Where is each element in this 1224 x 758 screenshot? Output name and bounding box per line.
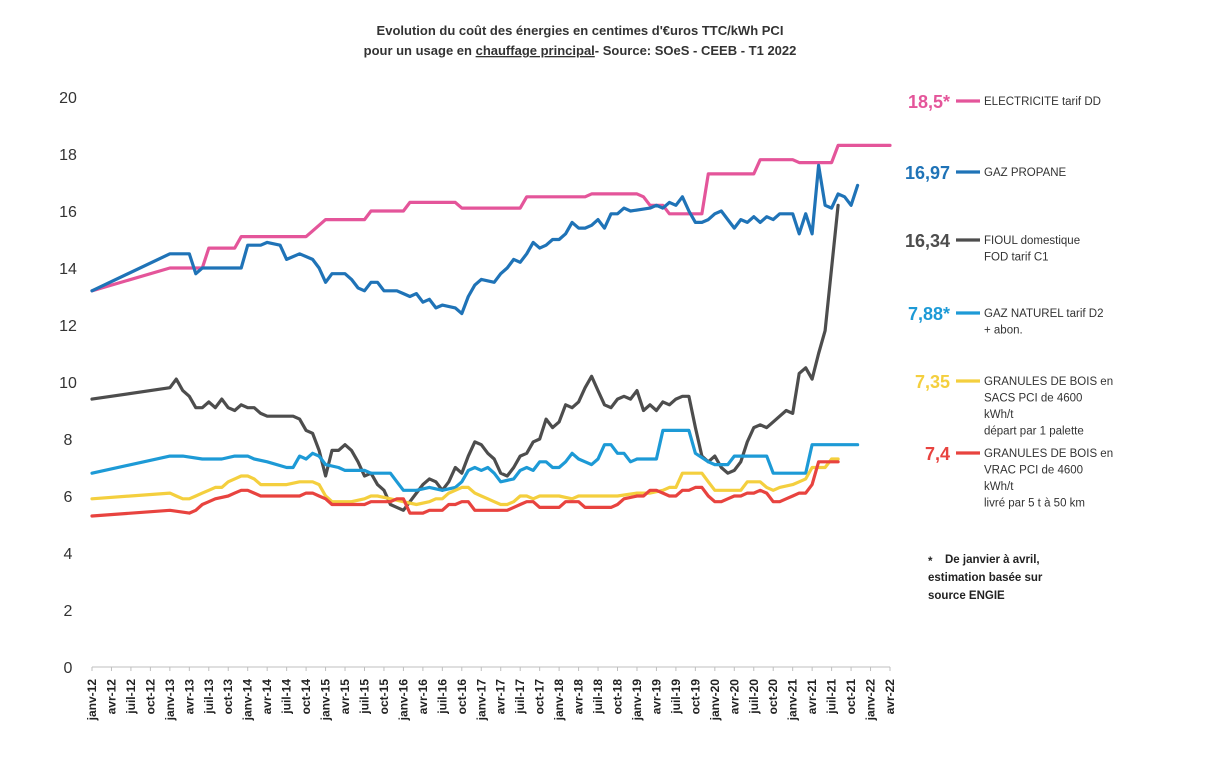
y-tick-label: 12	[59, 318, 77, 335]
x-tick-label: oct-16	[455, 679, 469, 715]
x-tick-label: juil-17	[513, 679, 527, 715]
x-tick-label: janv-13	[163, 679, 177, 722]
y-tick-label: 18	[59, 147, 77, 164]
series-line-1	[90, 143, 892, 293]
footnote-marker: *	[928, 556, 933, 568]
y-tick-label: 8	[64, 432, 73, 449]
legend-label-2: GAZ PROPANE	[984, 167, 1067, 179]
x-tick-label: avr-14	[260, 679, 274, 715]
series-line-6	[90, 460, 840, 518]
chart-title-line-1: Evolution du coût des énergies en centim…	[377, 23, 784, 38]
series-line-5	[90, 457, 840, 507]
legend-value-2: 16,97	[905, 163, 950, 183]
x-tick-label: juil-16	[435, 679, 449, 715]
x-tick-label: janv-18	[552, 679, 566, 722]
x-tick-label: avr-15	[338, 679, 352, 715]
chart-title-line-2: pour un usage en chauffage principal- So…	[364, 43, 797, 58]
x-tick-label: oct-20	[766, 679, 780, 715]
legend-label-1: ELECTRICITE tarif DD	[984, 96, 1101, 108]
x-axis: janv-12 avr-12 juil-12 oct-12 janv-13 avr-13 j…	[85, 666, 897, 722]
x-tick-label: janv-12	[85, 679, 99, 722]
x-tick-label: janv-22	[864, 679, 878, 722]
legend-value-3: 16,34	[905, 231, 950, 251]
x-tick-label: avr-16	[416, 679, 430, 715]
x-tick-label: avr-13	[182, 679, 196, 715]
x-tick-label: oct-17	[533, 679, 547, 715]
x-tick-label: juil-13	[202, 679, 216, 715]
y-axis: 0 2 4 6 8 10 12 14 16 18 20	[59, 90, 77, 677]
x-tick-label: avr-19	[649, 679, 663, 715]
footnote-line: source ENGIE	[928, 590, 1005, 602]
y-tick-label: 20	[59, 90, 77, 107]
x-tick-label: oct-15	[377, 679, 391, 715]
x-tick-label: juil-15	[357, 679, 371, 715]
x-tick-label: oct-21	[844, 679, 858, 715]
legend-label-6: GRANULES DE BOIS en	[984, 448, 1113, 460]
x-tick-label: avr-12	[104, 679, 118, 715]
legend-label-4: GAZ NATUREL tarif D2	[984, 308, 1104, 320]
x-tick-label: janv-19	[630, 679, 644, 722]
x-tick-label: oct-14	[299, 679, 313, 715]
y-tick-label: 16	[59, 204, 77, 221]
y-tick-label: 2	[64, 603, 73, 620]
series-line-3	[90, 203, 840, 512]
legend-label-5: GRANULES DE BOIS en	[984, 376, 1113, 388]
footnote-line: De janvier à avril,	[945, 554, 1040, 566]
x-tick-label: juil-12	[124, 679, 138, 715]
legend-label-6: livré par 5 t à 50 km	[984, 498, 1085, 510]
y-tick-label: 0	[64, 660, 73, 677]
legend-value-4: 7,88*	[908, 304, 950, 324]
x-tick-label: juil-14	[280, 679, 294, 715]
x-tick-label: oct-18	[611, 679, 625, 715]
x-tick-label: oct-19	[688, 679, 702, 715]
x-tick-label: janv-15	[319, 679, 333, 722]
x-tick-label: avr-22	[883, 679, 897, 715]
legend-label-3: FOD tarif C1	[984, 252, 1049, 264]
legend-label-5: SACS PCI de 4600	[984, 393, 1082, 405]
legend-value-1: 18,5*	[908, 92, 950, 112]
x-tick-label: avr-18	[572, 679, 586, 715]
x-tick-label: oct-12	[143, 679, 157, 715]
x-tick-label: janv-16	[396, 679, 410, 722]
x-tick-label: janv-20	[708, 679, 722, 722]
legend: 18,5* ELECTRICITE tarif DD 16,97 GAZ PROPAN…	[905, 92, 1113, 510]
x-tick-label: oct-13	[221, 679, 235, 715]
series-line-2	[90, 163, 860, 316]
y-tick-label: 6	[64, 489, 73, 506]
x-tick-label: avr-21	[805, 679, 819, 715]
footnote: * De janvier à avril, estimation basée sur…	[928, 554, 1043, 602]
x-tick-label: juil-19	[669, 679, 683, 715]
y-tick-label: 4	[64, 546, 73, 563]
legend-label-3: FIOUL domestique	[984, 235, 1080, 247]
legend-label-5: kWh/t	[984, 409, 1014, 421]
legend-label-6: VRAC PCI de 4600	[984, 465, 1083, 477]
legend-label-5: départ par 1 palette	[984, 426, 1084, 438]
plot-area	[90, 143, 892, 518]
x-tick-label: juil-18	[591, 679, 605, 715]
series-line-4	[90, 428, 860, 492]
y-tick-label: 14	[59, 261, 77, 278]
footnote-line: estimation basée sur	[928, 572, 1043, 584]
x-tick-label: janv-14	[241, 679, 255, 722]
x-tick-label: avr-17	[494, 679, 508, 715]
x-tick-label: juil-20	[747, 679, 761, 715]
chart-title: Evolution du coût des énergies en centim…	[364, 23, 797, 58]
legend-label-4: + abon.	[984, 325, 1023, 337]
x-tick-label: juil-21	[825, 679, 839, 715]
x-tick-label: janv-17	[474, 679, 488, 722]
y-tick-label: 10	[59, 375, 77, 392]
legend-value-6: 7,4	[925, 444, 950, 464]
x-tick-label: janv-21	[786, 679, 800, 722]
x-tick-label: avr-20	[727, 679, 741, 715]
legend-label-6: kWh/t	[984, 481, 1014, 493]
legend-value-5: 7,35	[915, 372, 950, 392]
